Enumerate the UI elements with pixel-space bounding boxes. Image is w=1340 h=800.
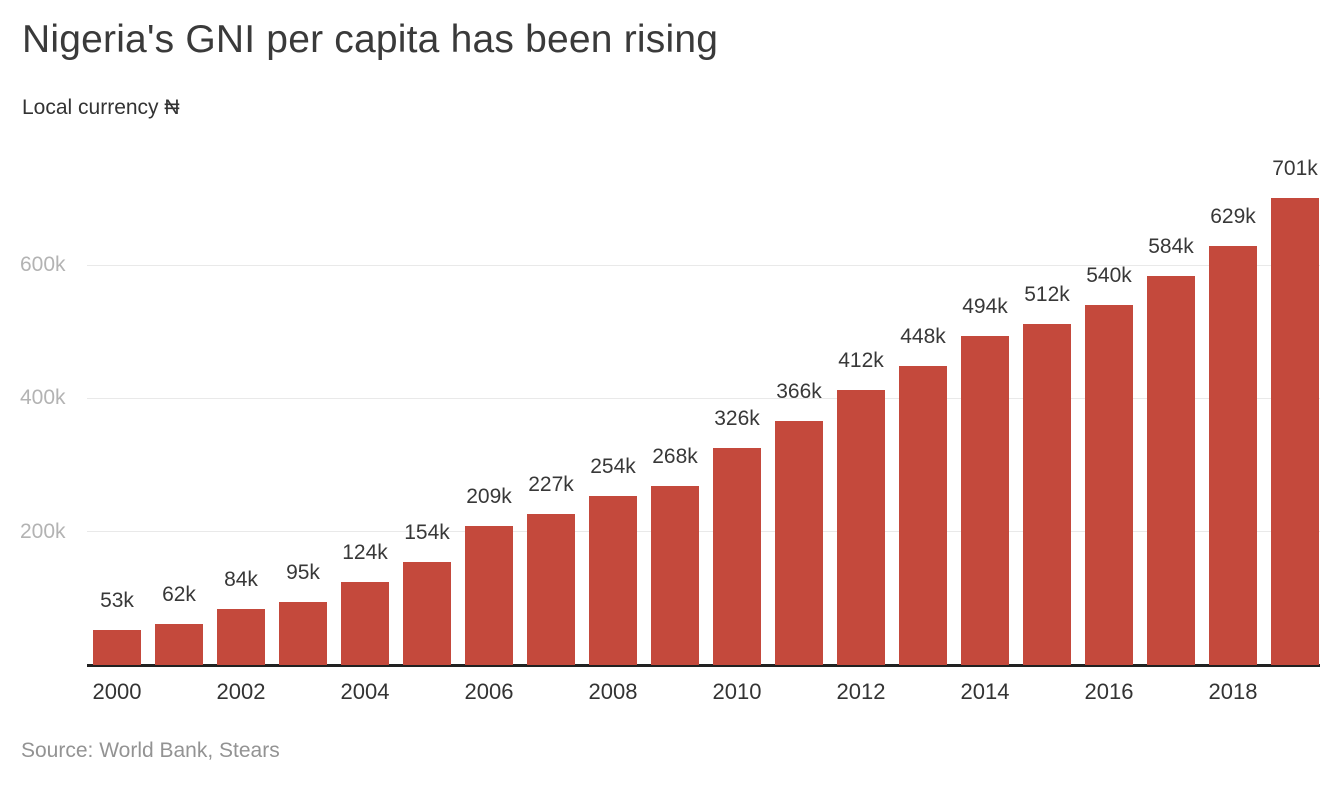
bar-2018 <box>1209 246 1257 665</box>
bar-2004 <box>341 582 389 665</box>
value-label-2012: 412k <box>838 349 884 372</box>
value-label-2013: 448k <box>900 325 946 348</box>
x-tick-label-2018: 2018 <box>1208 679 1258 704</box>
gridline-600k <box>87 264 1320 266</box>
value-label-2017: 584k <box>1148 235 1194 258</box>
value-label-2009: 268k <box>652 445 698 468</box>
chart-source: Source: World Bank, Stears <box>21 739 280 762</box>
bar-2000 <box>93 630 141 665</box>
bar-2015 <box>1023 324 1071 665</box>
bar-2007 <box>527 514 575 665</box>
value-label-2005: 154k <box>404 521 450 544</box>
y-tick-label: 400k <box>20 386 66 410</box>
x-axis-line <box>87 664 1320 667</box>
bar-2003 <box>279 602 327 665</box>
x-tick-label-2010: 2010 <box>712 679 762 704</box>
bar-2001 <box>155 624 203 665</box>
value-label-2019: 701k <box>1272 157 1318 180</box>
value-label-2014: 494k <box>962 295 1008 318</box>
value-label-2004: 124k <box>342 541 388 564</box>
bar-2017 <box>1147 276 1195 665</box>
value-label-2003: 95k <box>286 561 320 584</box>
bar-2009 <box>651 486 699 665</box>
bar-2012 <box>837 390 885 665</box>
value-label-2015: 512k <box>1024 283 1070 306</box>
bar-2010 <box>713 448 761 665</box>
gridline-400k <box>87 397 1320 399</box>
x-tick-label-2002: 2002 <box>216 679 266 704</box>
bar-2019 <box>1271 198 1319 665</box>
value-label-2011: 366k <box>776 380 822 403</box>
chart-title: Nigeria's GNI per capita has been rising <box>22 18 719 61</box>
bar-2005 <box>403 562 451 665</box>
value-label-2006: 209k <box>466 485 512 508</box>
x-tick-label-2006: 2006 <box>464 679 514 704</box>
x-tick-label-2014: 2014 <box>960 679 1010 704</box>
y-tick-label: 200k <box>20 519 66 543</box>
chart-subtitle: Local currency ₦ <box>22 96 180 119</box>
x-tick-label-2012: 2012 <box>836 679 886 704</box>
x-tick-label-2000: 2000 <box>92 679 142 704</box>
bar-2006 <box>465 526 513 665</box>
value-label-2000: 53k <box>100 589 134 612</box>
value-label-2002: 84k <box>224 568 258 591</box>
value-label-2001: 62k <box>162 583 196 606</box>
x-tick-label-2008: 2008 <box>588 679 638 704</box>
bar-2016 <box>1085 305 1133 665</box>
bar-2002 <box>217 609 265 665</box>
value-label-2010: 326k <box>714 407 760 430</box>
x-tick-label-2016: 2016 <box>1084 679 1134 704</box>
bar-2013 <box>899 366 947 665</box>
value-label-2018: 629k <box>1210 205 1256 228</box>
y-tick-label: 600k <box>20 253 66 276</box>
value-label-2008: 254k <box>590 455 636 478</box>
value-label-2016: 540k <box>1086 264 1132 287</box>
bar-2008 <box>589 496 637 665</box>
value-label-2007: 227k <box>528 473 574 496</box>
gridline-200k <box>87 531 1320 533</box>
bar-2011 <box>775 421 823 665</box>
bar-2014 <box>961 336 1009 665</box>
x-tick-label-2004: 2004 <box>340 679 390 704</box>
